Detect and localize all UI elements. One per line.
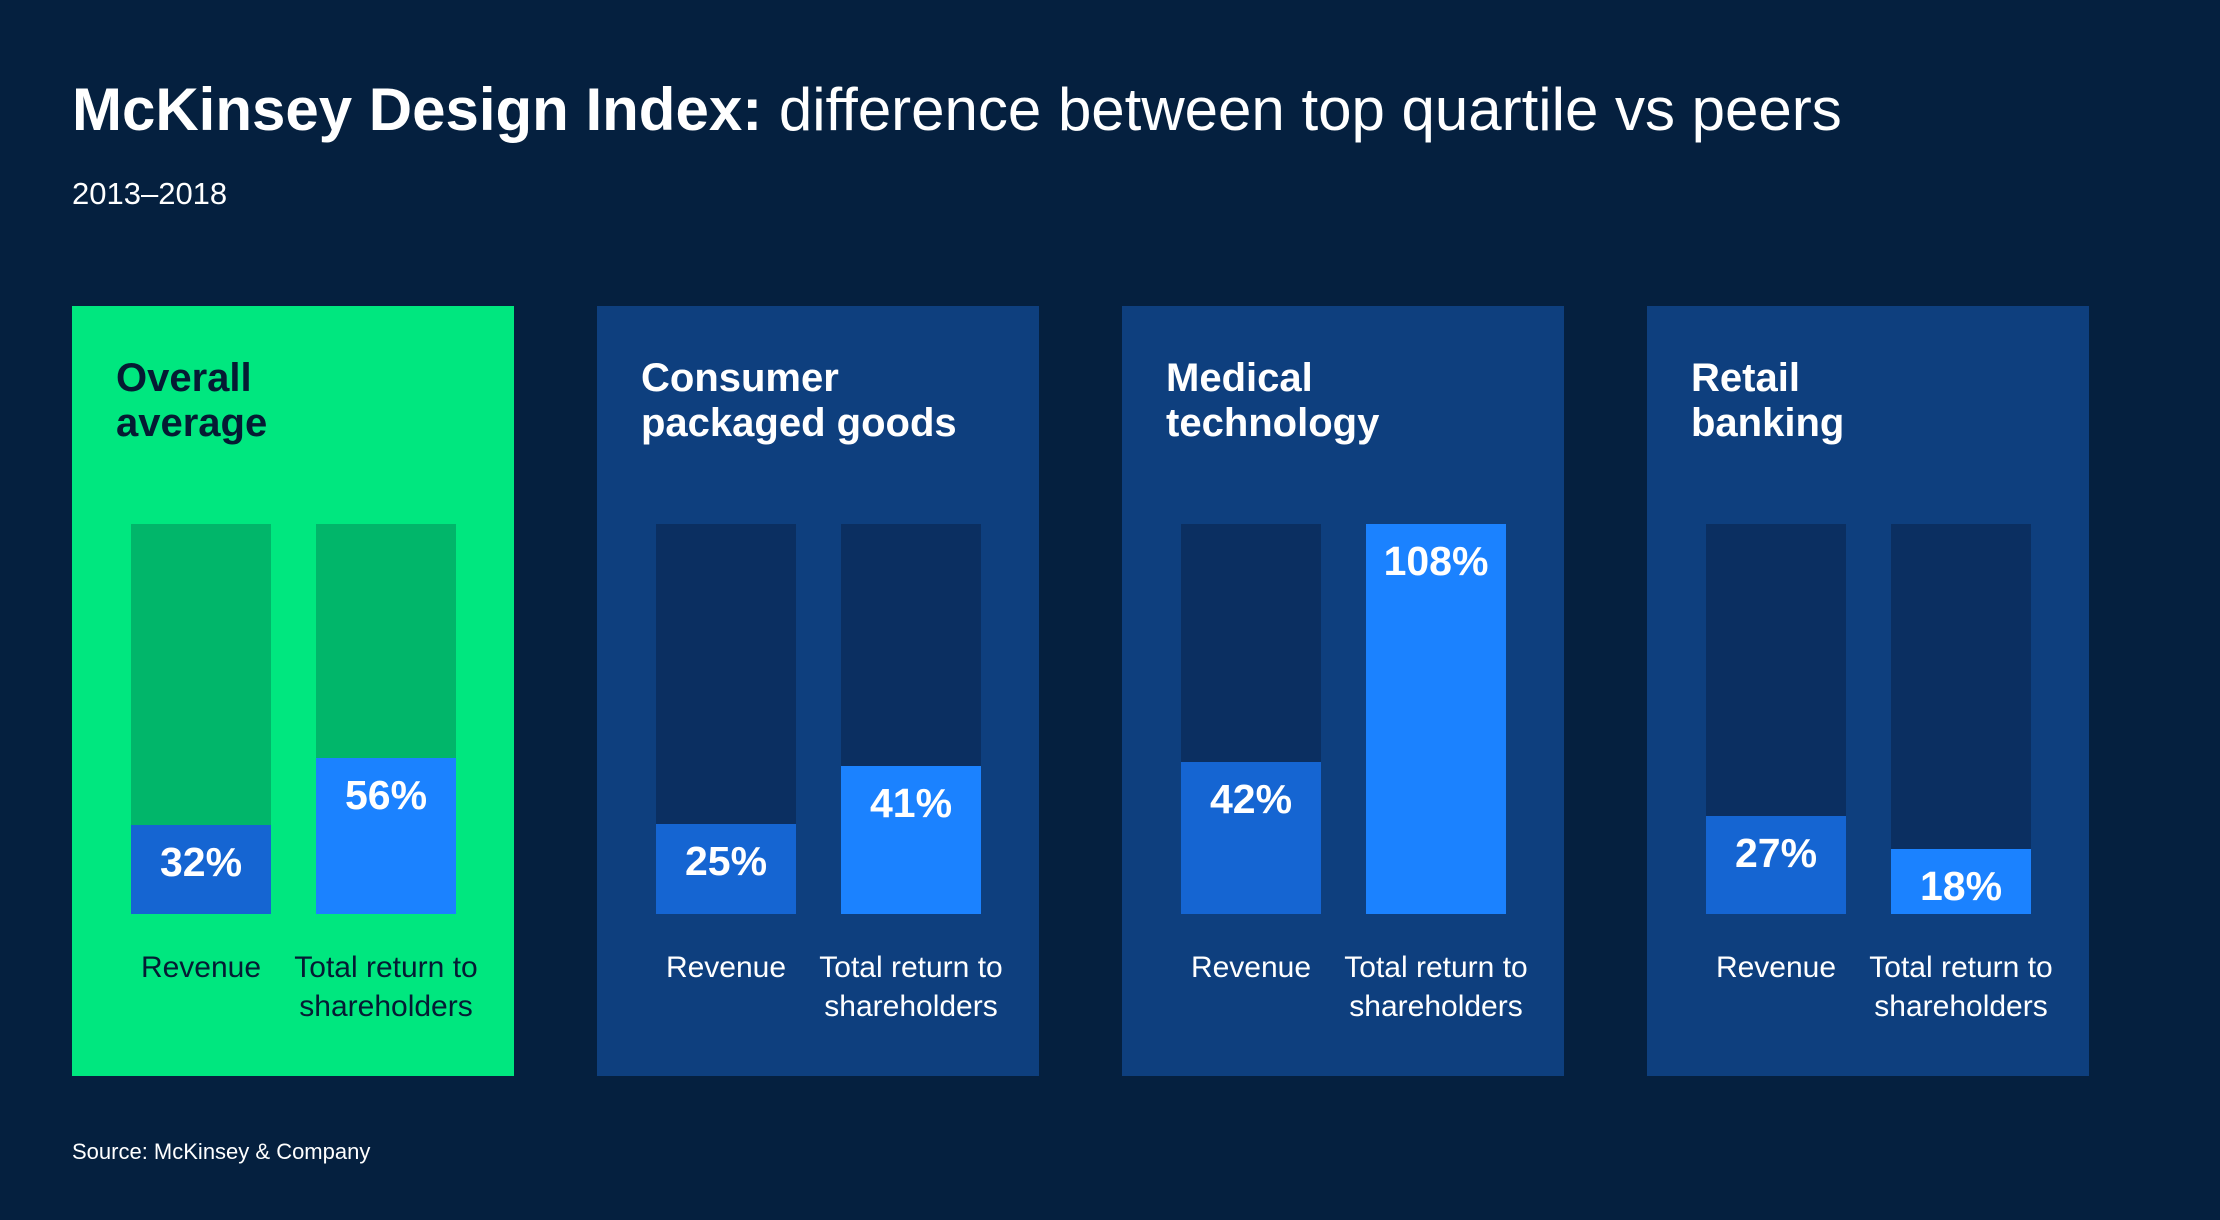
chart-panel: Retail banking 27% Revenue 18% Total return … <box>1647 306 2089 1076</box>
panel-title: Medical technology <box>1166 356 1380 445</box>
bar-category-label: Total return to shareholders <box>819 951 1003 1023</box>
tsr-bar: 108% <box>1366 524 1506 914</box>
bar-track: 27% <box>1706 524 1846 914</box>
bar-value-label: 25% <box>684 838 768 884</box>
chart-title: McKinsey Design Index: difference betwee… <box>72 72 1842 148</box>
bar-category-label: Revenue <box>665 951 787 984</box>
tsr-bar: 41% <box>841 766 981 914</box>
bar-category-label: Total return to shareholders <box>1869 951 2053 1023</box>
bar-track: 41% <box>841 524 981 914</box>
bar-value-label: 18% <box>1919 863 2003 909</box>
bar-track: 56% <box>316 524 456 914</box>
chart-panel: Overall average 32% Revenue 56% Total return… <box>72 306 514 1076</box>
bar-value-label: 41% <box>869 780 953 826</box>
bar-track: 108% <box>1366 524 1506 914</box>
bar-track: 25% <box>656 524 796 914</box>
tsr-bar: 18% <box>1891 849 2031 914</box>
bar-category-label: Total return to shareholders <box>1344 951 1528 1023</box>
bar-value-label: 108% <box>1383 538 1489 584</box>
panel-title: Retail banking <box>1691 356 1845 445</box>
revenue-bar: 27% <box>1706 816 1846 914</box>
bar-value-label: 56% <box>344 772 428 818</box>
bar-track: 32% <box>131 524 271 914</box>
revenue-bar: 32% <box>131 825 271 914</box>
revenue-bar: 25% <box>656 824 796 914</box>
bar-value-label: 42% <box>1209 776 1293 822</box>
bar-track: 42% <box>1181 524 1321 914</box>
chart-panel: Medical technology 42% Revenue 108% Total re… <box>1122 306 1564 1076</box>
tsr-bar: 56% <box>316 758 456 914</box>
bar-category-label: Revenue <box>1190 951 1312 984</box>
chart-panel: Consumer packaged goods 25% Revenue 41% Tota… <box>597 306 1039 1076</box>
bar-track: 18% <box>1891 524 2031 914</box>
bar-value-label: 32% <box>159 839 243 885</box>
chart-title-bold: McKinsey Design Index: <box>72 76 763 143</box>
revenue-bar: 42% <box>1181 762 1321 914</box>
bar-value-label: 27% <box>1734 830 1818 876</box>
source-note: Source: McKinsey & Company <box>72 1139 371 1164</box>
panel-title: Consumer packaged goods <box>641 356 957 445</box>
panel-title: Overall average <box>116 356 268 445</box>
bar-category-label: Total return to shareholders <box>294 951 478 1023</box>
chart-subtitle: 2013–2018 <box>72 176 228 211</box>
bar-category-label: Revenue <box>140 951 262 984</box>
bar-category-label: Revenue <box>1715 951 1837 984</box>
chart-title-rest: difference between top quartile vs peers <box>762 76 1842 143</box>
